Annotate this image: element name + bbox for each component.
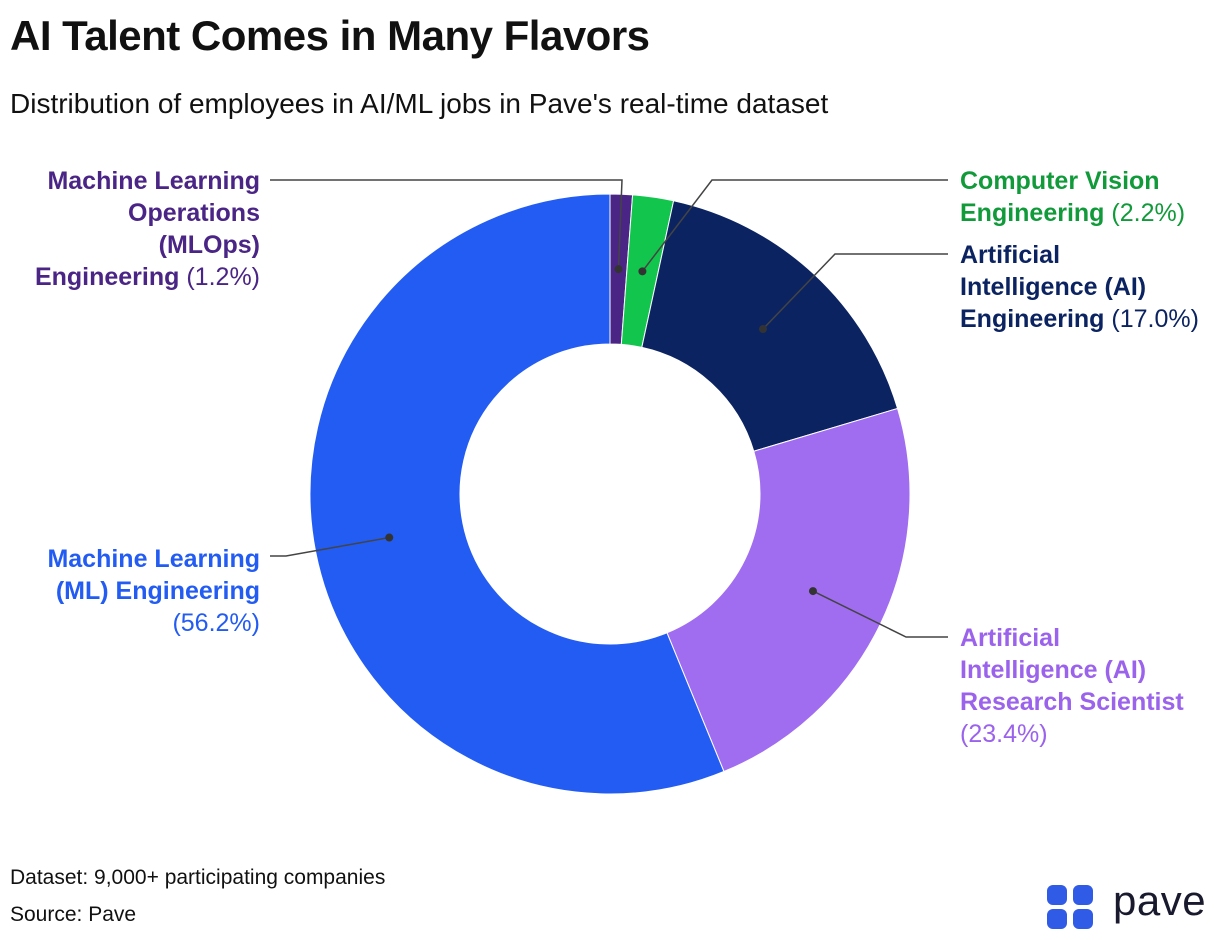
leader-line: [641, 179, 948, 272]
label-mlops-pct: (1.2%): [186, 263, 260, 291]
logo-mark-square: [1073, 885, 1093, 905]
slice-ml-engineering: [309, 193, 725, 795]
logo-mark-square: [1073, 909, 1093, 929]
label-ai-engineering: Artificial Intelligence (AI) Engineering…: [960, 239, 1199, 335]
leader-dot: [614, 265, 623, 274]
logo-wordmark: pave: [1113, 877, 1207, 924]
label-mlops-line4: Engineering: [34, 263, 180, 291]
label-mlops-line2: Operations: [128, 199, 260, 227]
pave-logo: pave: [1047, 877, 1217, 931]
label-cv-pct: (2.2%): [1111, 199, 1186, 227]
footer-source: Source: Pave: [10, 903, 137, 926]
label-mlops-line1: Machine Learning: [47, 167, 260, 195]
label-cv-line1: Computer Vision: [960, 167, 1160, 195]
donut-slices: [309, 193, 911, 795]
leader-dot: [638, 267, 647, 276]
leader-lines: [270, 179, 948, 638]
label-ml-eng-line2: (ML) Engineering: [55, 577, 260, 605]
leader-line: [762, 253, 948, 330]
chart-subtitle: Distribution of employees in AI/ML jobs …: [10, 88, 829, 119]
label-ml-eng-pct: (56.2%): [172, 609, 260, 637]
leader-dot: [385, 533, 394, 542]
label-ai-rs-line1: Artificial: [960, 624, 1061, 652]
label-ai-rs-line2: Intelligence (AI): [960, 656, 1147, 684]
label-ai-eng-line2: Intelligence (AI): [960, 273, 1147, 301]
label-ai-research-scientist: Artificial Intelligence (AI) Research Sc…: [960, 622, 1184, 750]
leader-dot: [808, 587, 817, 596]
label-ai-rs-pct: (23.4%): [960, 720, 1048, 748]
leader-line: [812, 590, 948, 638]
label-mlops-line3: (MLOps): [158, 231, 260, 259]
footer-dataset: Dataset: 9,000+ participating companies: [10, 866, 386, 889]
label-mlops: Machine Learning Operations (MLOps) Engi…: [35, 165, 260, 293]
slice-ai-research-scientist: [666, 407, 911, 773]
logo-mark-square: [1047, 909, 1067, 929]
label-ai-eng-line1: Artificial: [960, 241, 1061, 269]
label-ml-engineering: Machine Learning (ML) Engineering (56.2%…: [47, 543, 260, 639]
label-cv-line2: Engineering: [960, 199, 1105, 227]
label-ai-eng-pct: (17.0%): [1111, 305, 1199, 333]
label-ai-rs-line3: Research Scientist: [960, 688, 1184, 716]
label-ai-eng-line3: Engineering: [960, 305, 1105, 333]
leader-line: [270, 179, 623, 270]
leader-line: [270, 536, 390, 557]
chart-title: AI Talent Comes in Many Flavors: [10, 12, 650, 59]
leader-dot: [758, 325, 767, 334]
label-computer-vision: Computer Vision Engineering (2.2%): [960, 165, 1185, 229]
label-ml-eng-line1: Machine Learning: [47, 545, 260, 573]
logo-mark-square: [1047, 885, 1067, 905]
slice-ai-engineering: [641, 200, 899, 452]
